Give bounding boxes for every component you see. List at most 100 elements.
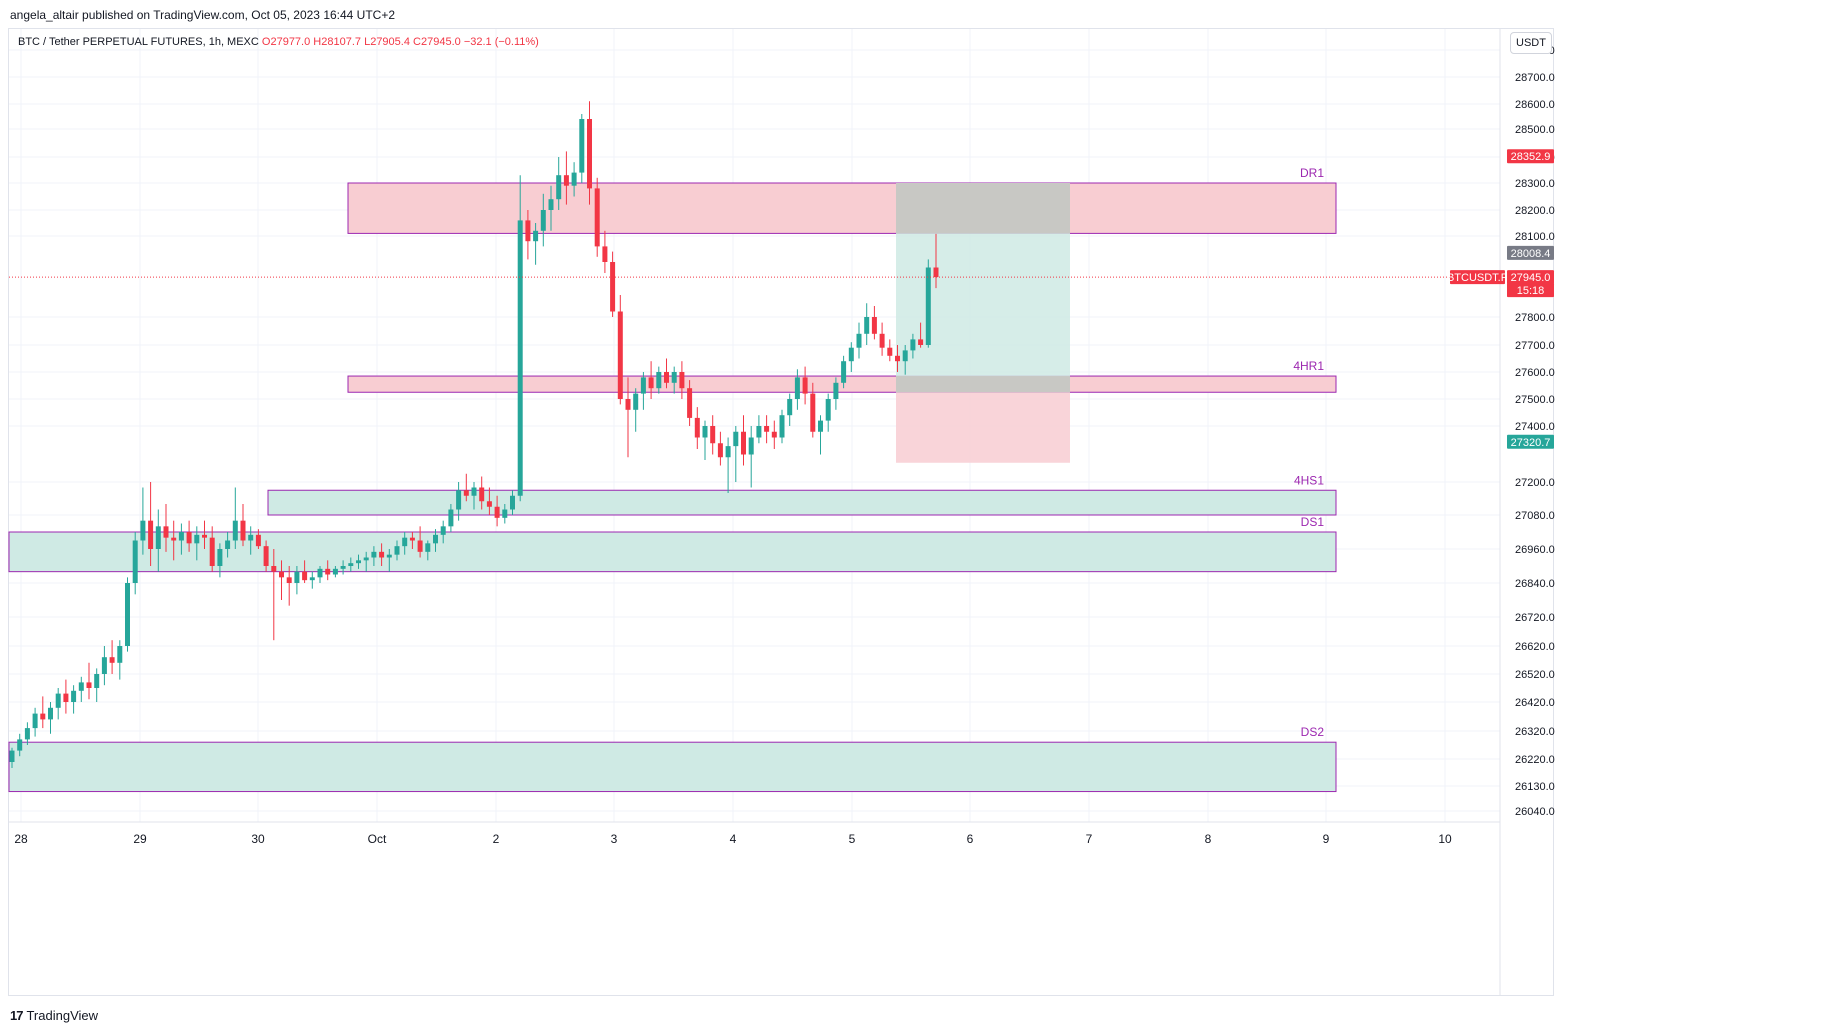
candle-body[interactable] xyxy=(363,557,369,561)
candle-body[interactable] xyxy=(209,537,215,566)
candle-body[interactable] xyxy=(94,674,100,688)
candle-body[interactable] xyxy=(933,267,939,278)
candle-body[interactable] xyxy=(55,693,61,708)
candle-body[interactable] xyxy=(302,571,308,581)
zone-4hs1[interactable] xyxy=(267,489,1337,516)
candle-body[interactable] xyxy=(471,487,477,496)
candle-body[interactable] xyxy=(132,540,138,584)
candle-body[interactable] xyxy=(902,350,908,362)
candle-body[interactable] xyxy=(417,540,423,552)
candle-body[interactable] xyxy=(379,551,385,558)
candle-body[interactable] xyxy=(194,534,200,544)
candle-body[interactable] xyxy=(733,431,739,447)
candle-body[interactable] xyxy=(502,509,508,518)
candle-body[interactable] xyxy=(548,199,554,210)
candle-body[interactable] xyxy=(386,554,392,558)
candle-body[interactable] xyxy=(756,426,762,438)
candle-body[interactable] xyxy=(671,372,677,383)
candle-body[interactable] xyxy=(9,750,15,762)
candle-body[interactable] xyxy=(78,682,84,691)
candle-body[interactable] xyxy=(594,188,600,247)
candle-body[interactable] xyxy=(479,487,485,502)
candle-body[interactable] xyxy=(48,707,53,720)
candle-body[interactable] xyxy=(510,495,515,510)
candle-body[interactable] xyxy=(563,175,569,186)
candle-body[interactable] xyxy=(178,532,184,541)
candle-body[interactable] xyxy=(587,119,592,189)
candle-body[interactable] xyxy=(394,546,400,555)
candle-body[interactable] xyxy=(679,372,685,389)
candle-body[interactable] xyxy=(340,566,346,569)
candle-body[interactable] xyxy=(24,728,30,740)
candle-body[interactable] xyxy=(71,690,77,702)
candle-body[interactable] xyxy=(640,377,646,394)
candle-body[interactable] xyxy=(202,534,207,538)
candle-body[interactable] xyxy=(232,520,238,541)
candle-body[interactable] xyxy=(918,339,924,345)
candle-body[interactable] xyxy=(163,526,169,538)
candle-body[interactable] xyxy=(317,568,323,578)
candle-body[interactable] xyxy=(617,311,623,400)
candle-body[interactable] xyxy=(101,657,107,674)
candle-body[interactable] xyxy=(602,246,608,262)
candle-body[interactable] xyxy=(125,583,130,646)
candle-body[interactable] xyxy=(741,431,746,455)
candle-body[interactable] xyxy=(171,537,177,541)
candle-body[interactable] xyxy=(895,355,900,362)
candle-body[interactable] xyxy=(533,230,539,242)
candle-body[interactable] xyxy=(925,267,931,346)
candle-body[interactable] xyxy=(255,534,261,547)
candle-body[interactable] xyxy=(486,501,492,507)
candle-body[interactable] xyxy=(217,549,223,566)
candle-body[interactable] xyxy=(140,520,146,541)
candle-body[interactable] xyxy=(633,393,639,410)
candle-body[interactable] xyxy=(225,540,231,550)
candle-body[interactable] xyxy=(856,333,862,348)
zone-ds1[interactable] xyxy=(8,531,1337,573)
candle-body[interactable] xyxy=(186,532,192,544)
candle-body[interactable] xyxy=(371,551,377,558)
candle-body[interactable] xyxy=(810,393,816,432)
candle-body[interactable] xyxy=(356,560,361,564)
candle-body[interactable] xyxy=(248,534,254,541)
candle-body[interactable] xyxy=(725,446,731,458)
candle-body[interactable] xyxy=(325,568,331,575)
candle-body[interactable] xyxy=(787,399,793,416)
candle-body[interactable] xyxy=(148,520,154,549)
currency-unit-button[interactable]: USDT xyxy=(1510,32,1552,54)
candle-body[interactable] xyxy=(841,361,847,383)
candle-body[interactable] xyxy=(648,377,654,389)
candle-body[interactable] xyxy=(717,443,723,458)
candle-body[interactable] xyxy=(17,739,23,751)
candle-body[interactable] xyxy=(332,568,338,575)
candle-body[interactable] xyxy=(771,431,777,438)
candle-body[interactable] xyxy=(86,682,92,688)
candle-body[interactable] xyxy=(494,506,500,518)
candle-body[interactable] xyxy=(833,382,839,399)
candle-body[interactable] xyxy=(271,566,277,572)
candle-body[interactable] xyxy=(710,426,716,444)
candle-body[interactable] xyxy=(864,317,870,334)
candle-body[interactable] xyxy=(263,546,269,566)
candle-body[interactable] xyxy=(764,426,770,432)
candle-body[interactable] xyxy=(433,534,438,544)
candle-body[interactable] xyxy=(456,490,462,510)
candle-body[interactable] xyxy=(309,577,315,581)
candle-body[interactable] xyxy=(440,526,446,535)
candle-body[interactable] xyxy=(848,347,854,362)
candle-body[interactable] xyxy=(910,339,916,351)
candle-body[interactable] xyxy=(556,175,562,200)
candle-body[interactable] xyxy=(802,377,808,394)
candle-body[interactable] xyxy=(794,377,800,399)
tradingview-footer[interactable]: 17 TradingView xyxy=(10,1008,98,1023)
candle-body[interactable] xyxy=(610,262,616,312)
candle-body[interactable] xyxy=(425,543,431,552)
candle-body[interactable] xyxy=(879,333,885,348)
candle-body[interactable] xyxy=(348,563,354,566)
candle-body[interactable] xyxy=(664,372,669,383)
candle-body[interactable] xyxy=(818,420,823,432)
candle-body[interactable] xyxy=(702,426,708,438)
candle-body[interactable] xyxy=(40,713,46,720)
candle-body[interactable] xyxy=(694,417,700,438)
